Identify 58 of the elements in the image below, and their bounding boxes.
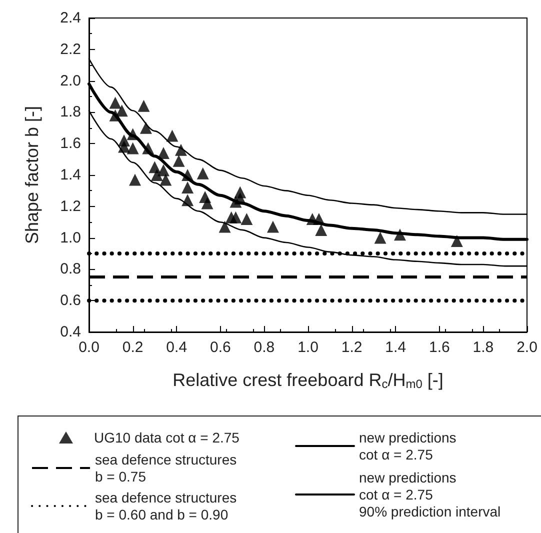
legend-label: UG10 data cot α = 2.75 xyxy=(94,430,240,446)
x-tick-label: 0.4 xyxy=(166,339,188,356)
point xyxy=(142,142,154,154)
y-tick-label: 2.0 xyxy=(60,72,81,90)
point xyxy=(266,220,279,233)
x-tick-label: 1.0 xyxy=(298,339,318,356)
point xyxy=(230,196,242,208)
point xyxy=(394,228,406,241)
legend-label: new predictions cot α = 2.75 90% prediction interval xyxy=(359,470,501,520)
point xyxy=(118,140,130,153)
x-tick-label: 0.2 xyxy=(122,339,144,356)
y-tick-label: 1.0 xyxy=(60,229,81,246)
point xyxy=(116,104,128,117)
y-tick-label: 0.8 xyxy=(60,260,81,278)
point xyxy=(150,169,163,181)
y-tick-label: 0.4 xyxy=(60,324,81,340)
x-tick-label: 0.0 xyxy=(78,339,100,356)
y-tick-label: 0.6 xyxy=(60,292,81,310)
x-tick-label: 1.8 xyxy=(472,339,494,356)
y-tick-label: 2.4 xyxy=(60,10,81,26)
y-tick-label: 1.2 xyxy=(60,198,81,215)
point xyxy=(128,174,141,186)
point xyxy=(166,130,178,142)
point xyxy=(126,128,139,140)
x-tick-label: 0.6 xyxy=(210,339,231,356)
point xyxy=(109,96,122,109)
point xyxy=(182,194,194,206)
point xyxy=(450,234,463,247)
x-tick-label: 1.2 xyxy=(341,339,362,356)
y-tick-label: 1.6 xyxy=(60,135,81,152)
point xyxy=(230,211,242,224)
legend-label: sea defence structures b = 0.60 and b = 0.90 xyxy=(95,490,237,522)
point xyxy=(201,197,214,210)
point xyxy=(312,212,325,225)
point xyxy=(109,109,122,122)
point xyxy=(218,220,231,233)
point xyxy=(138,100,150,112)
y-tick-label: 2.2 xyxy=(60,40,81,58)
point xyxy=(126,142,139,154)
point xyxy=(172,154,185,167)
y-tick-label: 1.8 xyxy=(60,104,81,121)
point xyxy=(315,224,328,236)
x-tick-label: 1.4 xyxy=(385,339,406,356)
point xyxy=(182,169,194,181)
point xyxy=(160,174,172,186)
y-tick-label: 1.4 xyxy=(60,166,81,184)
point xyxy=(196,167,209,180)
point xyxy=(240,212,253,225)
legend-label: new predictions cot α = 2.75 xyxy=(359,430,456,462)
point xyxy=(157,147,170,160)
point xyxy=(140,122,152,134)
point xyxy=(374,232,386,244)
x-tick-label: 2.0 xyxy=(516,339,538,356)
point xyxy=(174,144,187,156)
y-axis-title: Shape factor b [-] xyxy=(22,106,42,244)
x-tick-label: 1.6 xyxy=(428,339,450,356)
x-tick-label: 0.8 xyxy=(254,339,275,356)
point xyxy=(182,182,194,194)
